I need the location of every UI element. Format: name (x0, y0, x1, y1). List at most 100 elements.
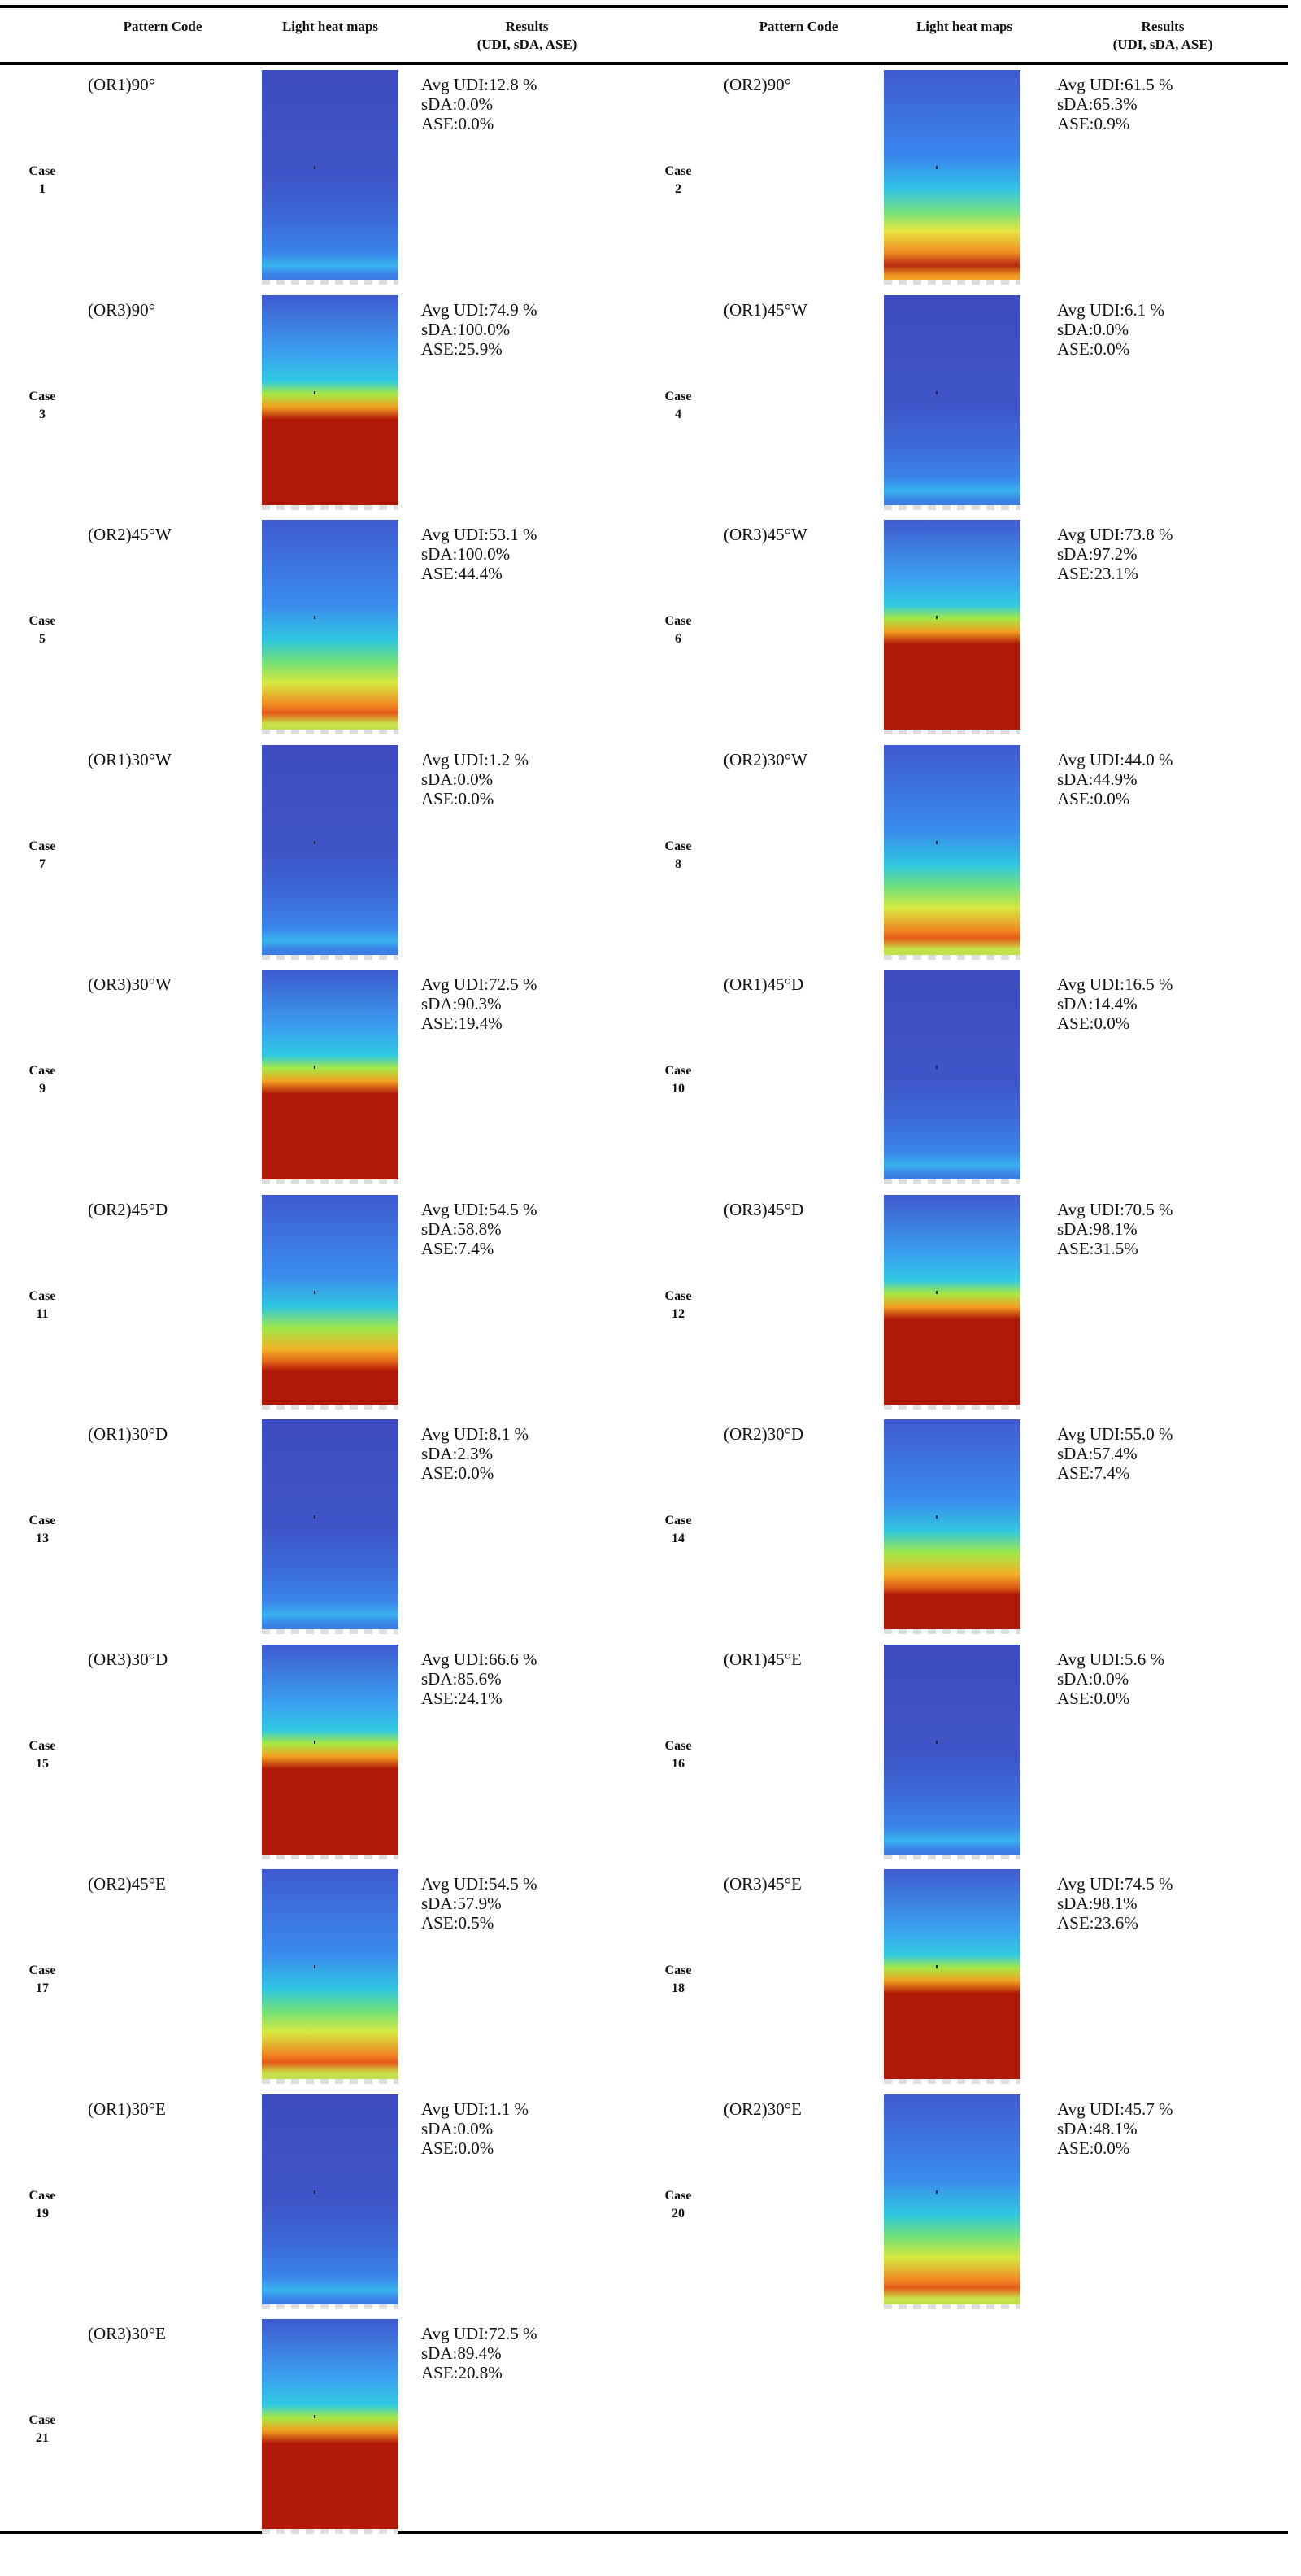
sensor-point (314, 2190, 315, 2194)
window-sill (262, 954, 398, 960)
sensor-point (936, 1066, 938, 1069)
sensor-point (314, 1740, 315, 1744)
result-ase: ASE:31.5% (1057, 1238, 1138, 1258)
sensor-point (936, 1740, 938, 1744)
case-word: Case (664, 1064, 692, 1078)
header-pattern-code-right: Pattern Code (759, 19, 838, 34)
window-sill (884, 954, 1020, 960)
case-number: 7 (39, 856, 46, 871)
sensor-point (936, 1515, 938, 1519)
result-ase: ASE:0.0% (1057, 338, 1130, 359)
header-rule (0, 62, 1288, 65)
results-block: Avg UDI:45.7 % sDA:48.1% ASE:0.0% (1057, 2099, 1173, 2158)
result-sda: sDA:44.9% (1057, 769, 1138, 789)
results-block: Avg UDI:53.1 % sDA:100.0% ASE:44.4% (421, 525, 537, 583)
case-number: 21 (36, 2431, 49, 2445)
result-ase: ASE:0.0% (1057, 788, 1130, 809)
case-word: Case (28, 1514, 56, 1528)
case-word: Case (28, 1964, 56, 1977)
result-sda: sDA:100.0% (421, 544, 511, 564)
result-udi: Avg UDI:54.5 % (421, 1874, 537, 1894)
results-block: Avg UDI:12.8 % sDA:0.0% ASE:0.0% (421, 75, 537, 133)
window-sill (262, 504, 398, 510)
pattern-code: (OR1)90° (88, 75, 156, 94)
light-heat-map (262, 520, 398, 734)
case-word: Case (664, 1514, 692, 1528)
case-number: 15 (36, 1756, 49, 1771)
result-udi: Avg UDI:53.1 % (421, 525, 537, 544)
result-udi: Avg UDI:54.5 % (421, 1199, 537, 1219)
bottom-rule (0, 2531, 1288, 2534)
window-sill (262, 2304, 398, 2309)
case-word: Case (664, 1964, 692, 1977)
pattern-code: (OR2)90° (724, 75, 792, 94)
results-block: Avg UDI:61.5 % sDA:65.3% ASE:0.9% (1057, 75, 1173, 133)
case-label: Case 7 (18, 838, 67, 874)
result-ase: ASE:7.4% (421, 1238, 494, 1258)
pattern-code: (OR1)30°E (88, 2099, 166, 2119)
case-word: Case (28, 1738, 56, 1753)
sensor-point (314, 390, 315, 394)
case-label: Case 15 (18, 1737, 67, 1773)
result-udi: Avg UDI:61.5 % (1057, 75, 1173, 94)
case-word: Case (664, 1288, 692, 1303)
pattern-code: (OR3)45°D (724, 1199, 804, 1219)
case-number: 5 (39, 632, 46, 646)
case-label: Case 2 (654, 163, 703, 198)
case-number: 9 (39, 1082, 46, 1096)
result-ase: ASE:0.0% (1057, 1013, 1130, 1033)
result-udi: Avg UDI:72.5 % (421, 974, 537, 994)
pattern-code: (OR3)30°D (88, 1649, 168, 1669)
top-rule (0, 5, 1288, 8)
result-udi: Avg UDI:73.8 % (1057, 525, 1173, 544)
case-word: Case (28, 164, 56, 178)
result-udi: Avg UDI:16.5 % (1057, 974, 1173, 994)
result-ase: ASE:23.6% (1057, 1913, 1138, 1933)
case-label: Case 11 (18, 1288, 67, 1323)
header-heat-maps: Light heat maps (281, 19, 379, 34)
window-sill (262, 1854, 398, 1859)
result-ase: ASE:0.0% (421, 2138, 494, 2158)
light-heat-map (884, 2094, 1020, 2309)
result-udi: Avg UDI:70.5 % (1057, 1199, 1173, 1219)
result-sda: sDA:58.8% (421, 1218, 502, 1239)
result-ase: ASE:0.9% (1057, 114, 1130, 133)
light-heat-map (262, 294, 398, 510)
sensor-point (936, 1965, 938, 1968)
result-udi: Avg UDI:74.5 % (1057, 1874, 1173, 1894)
result-sda: sDA:2.3% (421, 1444, 494, 1463)
results-block: Avg UDI:73.8 % sDA:97.2% ASE:23.1% (1057, 525, 1173, 583)
case-number: 17 (36, 1981, 49, 1995)
results-block: Avg UDI:66.6 % sDA:85.6% ASE:24.1% (421, 1650, 537, 1708)
sensor-point (936, 1290, 938, 1294)
light-heat-map (884, 1194, 1020, 1410)
result-sda: sDA:0.0% (421, 769, 494, 789)
header-results-sub-right: (UDI, sDA, ASE) (1112, 37, 1213, 52)
case-label: Case 17 (18, 1962, 67, 1998)
result-ase: ASE:0.5% (421, 1913, 494, 1933)
result-sda: sDA:98.1% (1057, 1894, 1138, 1913)
light-heat-map (884, 970, 1020, 1184)
case-word: Case (28, 1064, 56, 1078)
window-sill (262, 1179, 398, 1184)
window-sill (884, 1404, 1020, 1410)
case-label: Case 9 (18, 1062, 67, 1098)
results-block: Avg UDI:16.5 % sDA:14.4% ASE:0.0% (1057, 974, 1173, 1033)
case-word: Case (664, 164, 692, 178)
case-label: Case 14 (654, 1512, 703, 1548)
case-label: Case 21 (18, 2412, 67, 2447)
result-ase: ASE:0.0% (421, 788, 494, 809)
pattern-code: (OR2)30°E (724, 2099, 802, 2119)
window-sill (262, 2529, 398, 2534)
case-label: Case 20 (654, 2187, 703, 2223)
sensor-point (314, 1965, 315, 1968)
case-word: Case (28, 839, 56, 853)
pattern-code: (OR3)90° (88, 299, 156, 320)
window-sill (262, 730, 398, 734)
result-ase: ASE:23.1% (1057, 564, 1138, 583)
header-results-sub: (UDI, sDA, ASE) (476, 37, 577, 52)
result-sda: sDA:97.2% (1057, 544, 1138, 564)
case-word: Case (664, 2188, 692, 2203)
results-block: Avg UDI:54.5 % sDA:58.8% ASE:7.4% (421, 1200, 537, 1258)
pattern-code: (OR1)30°D (88, 1424, 168, 1444)
